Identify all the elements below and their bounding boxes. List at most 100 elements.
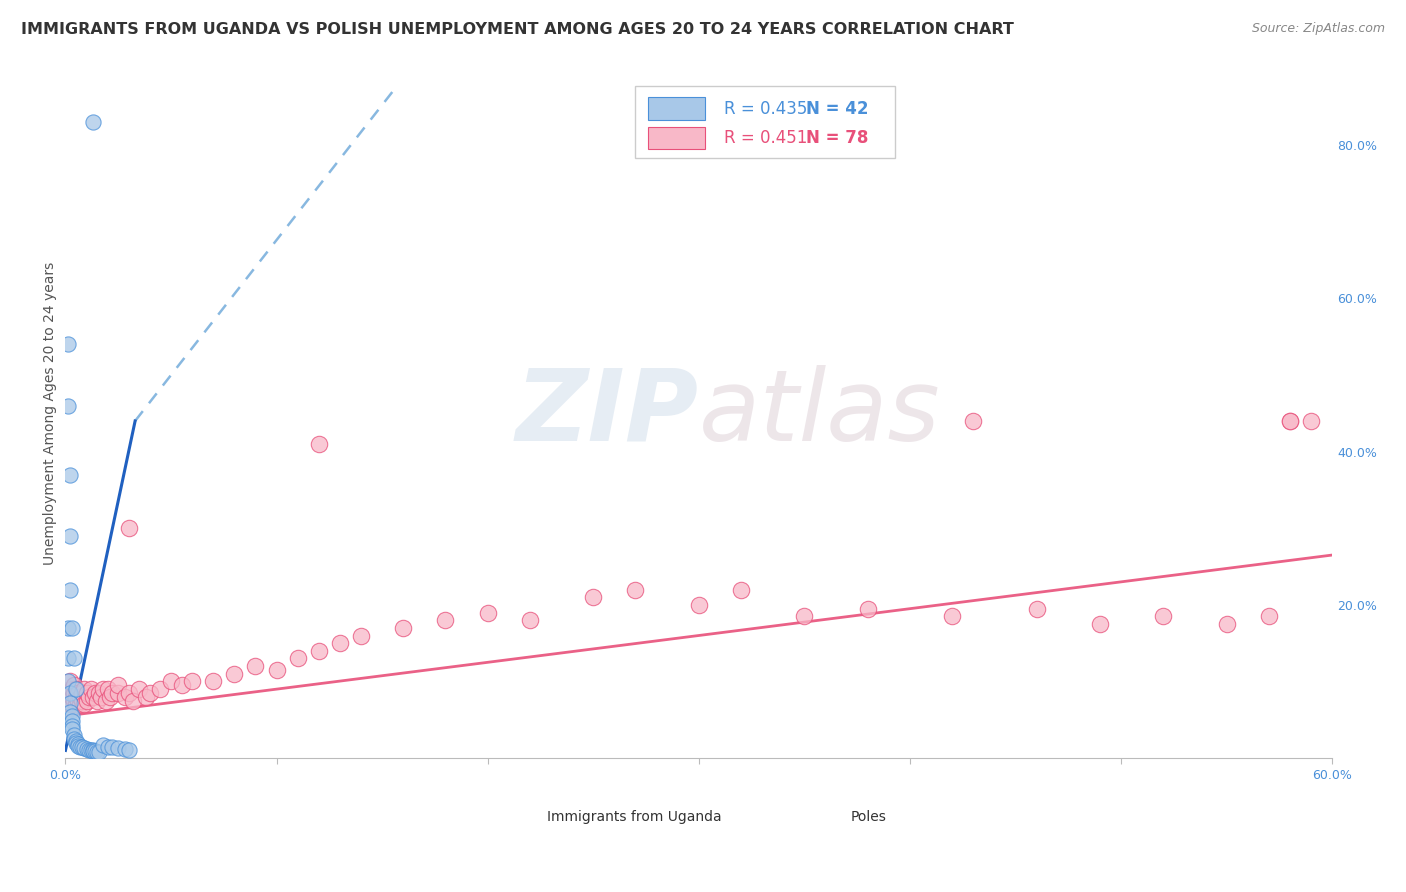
Point [63, 728, 86, 742]
Point [392, 621, 415, 635]
Point [65, 682, 87, 697]
Point [118, 742, 141, 756]
Text: atlas: atlas [699, 365, 941, 462]
Point [76, 693, 98, 707]
Point [82, 744, 104, 758]
Point [89, 745, 111, 759]
FancyBboxPatch shape [636, 86, 896, 158]
Point [69, 739, 91, 754]
Point [56, 399, 79, 413]
Point [135, 690, 157, 704]
Point [962, 414, 984, 428]
Point [101, 740, 124, 755]
Point [97, 682, 120, 697]
Point [63, 678, 86, 692]
Point [224, 666, 246, 681]
Point [59, 582, 82, 597]
Point [1299, 414, 1322, 428]
Point [107, 686, 129, 700]
Point [76, 686, 98, 700]
Point [582, 591, 605, 605]
Text: Immigrants from Uganda: Immigrants from Uganda [547, 810, 721, 823]
Point [73, 698, 96, 712]
Point [56, 686, 79, 700]
Point [122, 693, 145, 707]
Point [59, 529, 82, 543]
Point [63, 731, 86, 746]
Point [69, 698, 91, 712]
Point [688, 598, 710, 612]
FancyBboxPatch shape [648, 97, 704, 120]
Point [59, 698, 82, 712]
Point [76, 742, 98, 756]
Point [63, 686, 86, 700]
Point [67, 737, 90, 751]
Point [60, 714, 83, 729]
Point [90, 690, 112, 704]
Point [65, 734, 87, 748]
Point [65, 698, 87, 712]
Point [59, 467, 82, 482]
Text: N = 42: N = 42 [807, 100, 869, 118]
Point [56, 693, 79, 707]
Point [128, 682, 150, 697]
Point [80, 743, 103, 757]
Point [60, 709, 83, 723]
Point [56, 337, 79, 351]
Point [329, 636, 352, 650]
Text: R = 0.451: R = 0.451 [724, 129, 807, 147]
Text: ZIP: ZIP [516, 365, 699, 462]
Point [149, 682, 172, 697]
Point [266, 663, 288, 677]
Point [114, 690, 136, 704]
Point [160, 674, 183, 689]
Point [67, 686, 90, 700]
FancyBboxPatch shape [489, 808, 538, 830]
Point [59, 686, 82, 700]
Point [434, 613, 457, 627]
Point [118, 521, 141, 535]
Point [63, 693, 86, 707]
Point [65, 690, 87, 704]
Point [82, 743, 104, 757]
Text: N = 78: N = 78 [807, 129, 869, 147]
Point [84, 744, 107, 758]
Point [65, 736, 87, 750]
Point [93, 682, 115, 697]
Point [59, 696, 82, 710]
Point [308, 437, 330, 451]
Point [98, 690, 121, 704]
Point [118, 686, 141, 700]
Point [69, 690, 91, 704]
Point [59, 674, 82, 689]
Point [72, 686, 94, 700]
Point [624, 582, 647, 597]
Point [67, 693, 90, 707]
FancyBboxPatch shape [807, 808, 855, 830]
Point [107, 741, 129, 756]
Point [60, 682, 83, 697]
Point [730, 582, 752, 597]
Point [1025, 601, 1047, 615]
Point [72, 693, 94, 707]
Point [82, 690, 104, 704]
Text: Poles: Poles [851, 810, 887, 823]
Point [1215, 617, 1237, 632]
Point [856, 601, 879, 615]
Point [59, 682, 82, 697]
Point [56, 674, 79, 689]
Point [477, 606, 499, 620]
Point [84, 686, 107, 700]
Point [202, 674, 225, 689]
Text: IMMIGRANTS FROM UGANDA VS POLISH UNEMPLOYMENT AMONG AGES 20 TO 24 YEARS CORRELAT: IMMIGRANTS FROM UGANDA VS POLISH UNEMPLO… [21, 22, 1014, 37]
Point [59, 705, 82, 719]
Point [73, 682, 96, 697]
Point [1257, 609, 1279, 624]
Point [73, 741, 96, 756]
Point [1088, 617, 1111, 632]
Point [72, 740, 94, 755]
Point [82, 115, 104, 129]
Point [114, 742, 136, 756]
Point [139, 686, 162, 700]
Point [60, 722, 83, 736]
